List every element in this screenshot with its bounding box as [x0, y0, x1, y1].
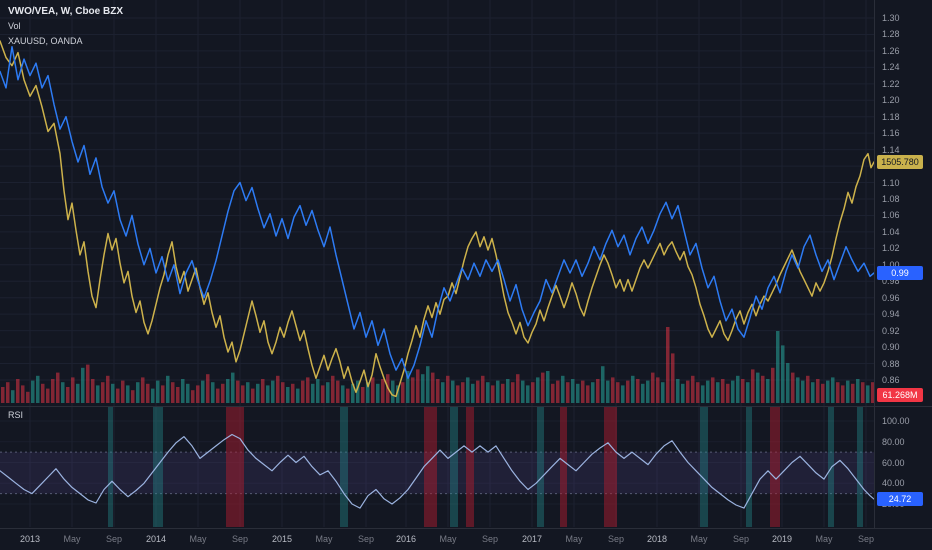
time-axis[interactable]: 2013 May Sep 2014 May Sep 2015 May Sep 2016 May Sep… — [0, 528, 932, 550]
price-tick-label: 1.04 — [882, 226, 900, 237]
legend: VWO/VEA, W, Cboe BZX Vol XAUUSD, OANDA — [8, 5, 123, 48]
price-tick-label: 1.22 — [882, 78, 900, 89]
time-tick-label: May — [189, 534, 207, 544]
rsi-tick-label: 40.00 — [882, 478, 905, 489]
time-tick-label: Sep — [732, 534, 750, 544]
time-tick-label: May — [439, 534, 457, 544]
last-value-badge-volume: 61.268M — [877, 388, 923, 402]
price-tick-label: 1.10 — [882, 177, 900, 188]
price-tick-label: 1.26 — [882, 45, 900, 56]
time-tick-label: 2015 — [271, 534, 293, 544]
price-tick-label: 0.86 — [882, 374, 900, 385]
time-tick-label: May — [815, 534, 833, 544]
price-tick-label: 0.88 — [882, 358, 900, 369]
time-tick-label: May — [690, 534, 708, 544]
price-tick-label: 0.96 — [882, 292, 900, 303]
time-tick-label: Sep — [481, 534, 499, 544]
price-tick-label: 1.06 — [882, 210, 900, 221]
price-tick-label: 1.28 — [882, 29, 900, 40]
time-tick-label: May — [315, 534, 333, 544]
time-tick-label: May — [63, 534, 81, 544]
time-tick-label: Sep — [105, 534, 123, 544]
rsi-tick-label: 100.00 — [882, 416, 910, 426]
time-tick-label: 2017 — [521, 534, 543, 544]
price-tick-label: 1.08 — [882, 193, 900, 204]
time-tick-label: 2014 — [145, 534, 167, 544]
time-tick-label: Sep — [607, 534, 625, 544]
time-tick-label: Sep — [857, 534, 875, 544]
time-tick-label: 2016 — [395, 534, 417, 544]
price-axis[interactable]: 1.301.281.261.241.221.201.181.161.141.12… — [874, 0, 932, 528]
price-tick-label: 1.18 — [882, 111, 900, 122]
price-tick-label: 0.92 — [882, 325, 900, 336]
price-tick-label: 1.24 — [882, 62, 900, 73]
price-tick-label: 1.14 — [882, 144, 900, 155]
last-value-badge-rsi: 24.72 — [877, 492, 923, 507]
time-tick-label: Sep — [357, 534, 375, 544]
price-tick-label: 1.02 — [882, 243, 900, 254]
price-tick-label: 1.30 — [882, 13, 900, 23]
price-tick-label: 0.90 — [882, 342, 900, 353]
rsi-tick-label: 80.00 — [882, 436, 905, 447]
legend-overlay-symbol[interactable]: XAUUSD, OANDA — [8, 36, 83, 46]
time-tick-label: Sep — [231, 534, 249, 544]
pane-divider[interactable] — [0, 406, 932, 407]
price-tick-label: 0.98 — [882, 276, 900, 287]
time-tick-label: 2018 — [646, 534, 668, 544]
chart-canvas[interactable] — [0, 0, 874, 528]
price-tick-label: 1.00 — [882, 259, 900, 270]
time-tick-label: 2013 — [19, 534, 41, 544]
time-tick-label: May — [565, 534, 583, 544]
rsi-tick-label: 60.00 — [882, 457, 905, 468]
time-tick-label: 2019 — [771, 534, 793, 544]
last-value-badge-price: 1505.780 — [877, 154, 923, 169]
rsi-indicator-label[interactable]: RSI — [8, 410, 24, 420]
last-value-badge-price: 0.99 — [877, 266, 923, 281]
legend-volume-indicator[interactable]: Vol — [8, 21, 21, 31]
price-tick-label: 1.20 — [882, 95, 900, 106]
price-tick-label: 1.16 — [882, 128, 900, 139]
price-tick-label: 0.94 — [882, 309, 900, 320]
legend-symbol[interactable]: VWO/VEA, W, Cboe BZX — [8, 6, 124, 17]
